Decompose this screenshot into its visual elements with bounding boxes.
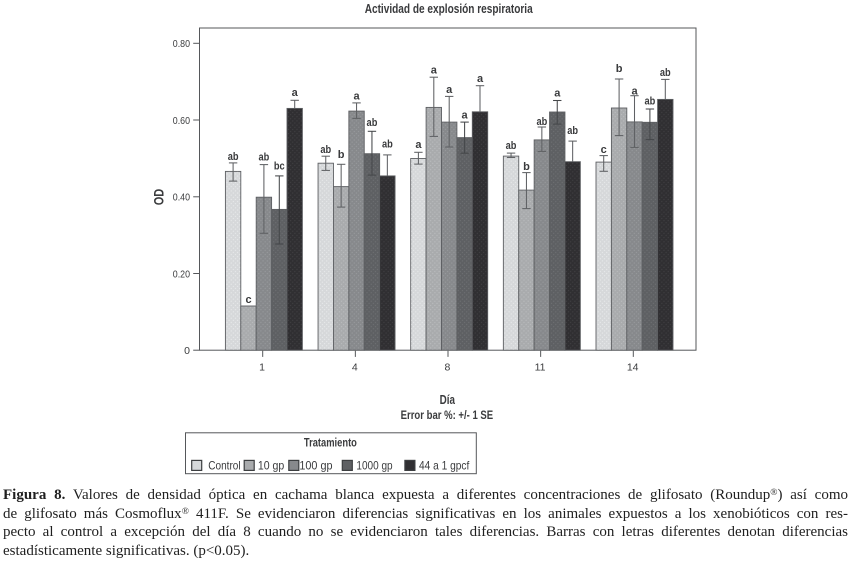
svg-text:c: c: [245, 294, 251, 306]
svg-text:a: a: [431, 64, 438, 76]
svg-text:ab: ab: [259, 151, 270, 163]
svg-text:ab: ab: [645, 96, 656, 108]
svg-text:ab: ab: [567, 125, 578, 137]
svg-text:a: a: [462, 110, 469, 122]
svg-text:10 gp: 10 gp: [258, 459, 285, 473]
svg-text:ab: ab: [228, 151, 239, 163]
svg-text:Control: Control: [208, 459, 240, 473]
svg-text:0.60: 0.60: [173, 115, 190, 127]
svg-text:0.40: 0.40: [173, 192, 190, 204]
svg-text:OD: OD: [151, 189, 167, 206]
svg-text:ab: ab: [506, 140, 517, 152]
svg-text:1000 gp: 1000 gp: [356, 459, 392, 473]
svg-text:ab: ab: [660, 67, 671, 79]
svg-text:ab: ab: [536, 116, 547, 128]
svg-text:b: b: [616, 63, 623, 75]
svg-text:Tratamiento: Tratamiento: [304, 436, 357, 450]
svg-text:8: 8: [444, 362, 450, 374]
svg-text:ab: ab: [382, 138, 393, 150]
svg-text:0.80: 0.80: [173, 38, 190, 50]
svg-text:a: a: [631, 85, 638, 97]
svg-text:a: a: [446, 84, 453, 96]
svg-text:0.20: 0.20: [173, 268, 190, 280]
svg-text:Error bar %: +/- 1 SE: Error bar %: +/- 1 SE: [401, 408, 494, 422]
svg-text:bc: bc: [274, 161, 285, 173]
svg-text:ab: ab: [367, 117, 378, 129]
svg-text:ab: ab: [320, 144, 331, 156]
svg-text:11: 11: [535, 362, 546, 374]
svg-text:Actividad de explosión respira: Actividad de explosión respiratoria: [365, 1, 534, 16]
svg-text:b: b: [523, 161, 530, 173]
svg-text:c: c: [601, 144, 607, 156]
svg-text:a: a: [292, 87, 299, 99]
svg-text:100 gp: 100 gp: [299, 459, 332, 473]
svg-text:b: b: [338, 149, 345, 161]
svg-text:1: 1: [259, 362, 265, 374]
svg-text:Día: Día: [440, 393, 456, 407]
svg-text:0: 0: [184, 345, 190, 357]
svg-text:14: 14: [627, 362, 639, 374]
svg-text:a: a: [554, 88, 561, 100]
svg-text:a: a: [353, 90, 360, 102]
svg-text:a: a: [477, 73, 484, 85]
svg-text:44 a 1 gpcf: 44 a 1 gpcf: [419, 459, 470, 473]
svg-text:4: 4: [352, 362, 358, 374]
svg-text:a: a: [415, 139, 422, 151]
